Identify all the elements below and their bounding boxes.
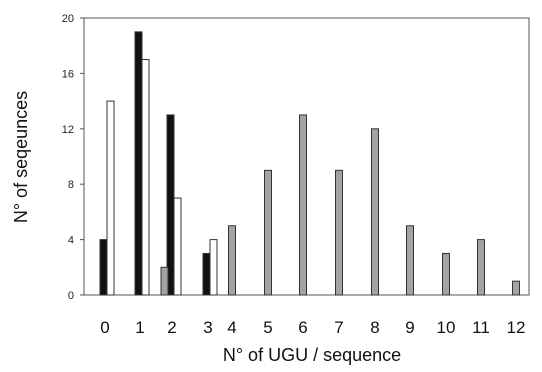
bar-series-2-5 [264, 169, 272, 296]
bars [99, 31, 520, 296]
bar-series-2-2 [160, 266, 169, 296]
bar-series-2-4 [228, 225, 236, 296]
y-axis-title: N° of seqeunces [11, 91, 31, 223]
bar-series-1-1 [141, 59, 150, 296]
y-tick-label: 0 [68, 290, 74, 302]
y-tick-label: 16 [62, 68, 74, 80]
x-tick-label: 7 [334, 318, 343, 337]
y-tick-label: 20 [62, 13, 74, 25]
bar-series-1-0 [106, 100, 115, 296]
y-tick-label: 12 [62, 124, 74, 136]
bar-series-2-12 [512, 280, 520, 296]
x-tick-label: 8 [370, 318, 379, 337]
bar-series-0-1 [134, 31, 143, 296]
x-tick-label: 12 [507, 318, 526, 337]
bar-series-2-7 [335, 169, 343, 296]
x-tick-label: 3 [203, 318, 212, 337]
x-tick-label: 11 [472, 318, 490, 337]
x-tick-label: 1 [135, 318, 144, 337]
x-axis-ticks: 0 1 2 3 4 5 6 7 8 9 10 11 12 [100, 318, 525, 337]
bar-series-2-10 [442, 252, 450, 296]
x-tick-label: 0 [100, 318, 109, 337]
x-tick-label: 5 [263, 318, 272, 337]
x-axis-title: N° of UGU / sequence [223, 345, 401, 365]
bar-series-0-0 [99, 239, 108, 296]
bar-series-2-11 [477, 239, 485, 296]
bar-series-1-2 [173, 197, 182, 296]
x-tick-label: 10 [437, 318, 456, 337]
y-axis-ticks: 0 4 8 12 16 20 [62, 13, 84, 302]
x-tick-label: 4 [227, 318, 236, 337]
x-tick-label: 9 [405, 318, 414, 337]
bar-series-2-9 [406, 225, 414, 296]
bar-series-2-6 [299, 114, 307, 296]
y-tick-label: 4 [68, 235, 74, 247]
bar-series-2-8 [371, 128, 379, 296]
bar-series-1-3 [209, 239, 218, 296]
bar-series-0-3 [202, 252, 211, 296]
y-tick-label: 8 [68, 179, 74, 191]
x-tick-label: 2 [167, 318, 176, 337]
x-tick-label: 6 [298, 318, 307, 337]
